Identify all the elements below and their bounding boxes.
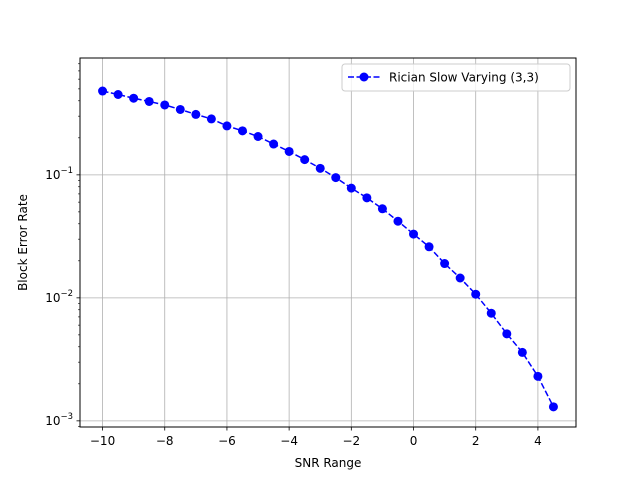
data-point	[144, 96, 154, 106]
data-point	[331, 173, 341, 183]
data-point	[455, 273, 465, 283]
data-point	[300, 155, 310, 165]
data-point	[533, 371, 543, 381]
y-tick-label-base: 10	[45, 291, 60, 305]
data-point	[160, 100, 170, 110]
data-point	[113, 90, 123, 99]
plot-area	[80, 58, 576, 427]
y-tick-label-exponent: −1	[60, 166, 73, 176]
data-point	[362, 193, 372, 203]
x-tick-label: 2	[472, 434, 480, 448]
x-tick-label: 4	[534, 434, 542, 448]
y-tick-label: 10−2	[45, 289, 73, 305]
y-tick-label: 10−1	[45, 166, 73, 182]
data-point	[98, 86, 108, 96]
legend-marker-swatch	[359, 72, 369, 82]
data-point	[548, 402, 558, 412]
y-tick-label-exponent: −3	[60, 412, 73, 422]
data-point	[191, 109, 201, 119]
grid	[80, 58, 576, 427]
y-tick-label-base: 10	[45, 168, 60, 182]
data-point	[471, 289, 481, 299]
data-point	[253, 132, 263, 141]
series-layer	[98, 86, 558, 412]
ticks: −10 −8 −6 −4 −2 0 2 410−310−210−1	[45, 63, 542, 448]
data-point	[502, 329, 512, 339]
data-point	[129, 93, 139, 103]
x-tick-label: −6	[218, 434, 236, 448]
data-point	[222, 121, 232, 131]
legend-entry-label: Rician Slow Varying (3,3)	[389, 71, 539, 85]
data-point	[315, 163, 325, 173]
y-tick-label: 10−3	[45, 412, 73, 428]
x-tick-label: −8	[156, 434, 174, 448]
y-tick-label-exponent: −2	[60, 289, 73, 299]
data-point	[424, 242, 434, 252]
x-tick-label: 0	[410, 434, 418, 448]
y-axis-label: Block Error Rate	[16, 194, 30, 291]
data-point	[393, 216, 403, 226]
data-point	[517, 347, 527, 357]
x-tick-label: −2	[342, 434, 360, 448]
legend-box	[341, 63, 571, 92]
data-point	[409, 229, 419, 239]
x-axis-label: SNR Range	[295, 456, 362, 470]
plot-frame	[79, 57, 577, 428]
data-point	[206, 114, 216, 124]
x-tick-label: −10	[90, 434, 115, 448]
data-point	[284, 146, 294, 156]
data-point	[440, 259, 450, 269]
data-point	[269, 139, 279, 149]
data-point	[237, 126, 247, 136]
x-tick-label: −4	[280, 434, 298, 448]
data-point	[346, 183, 356, 193]
data-point	[377, 204, 387, 214]
data-point	[175, 104, 185, 114]
data-point	[486, 308, 496, 318]
legend: Rician Slow Varying (3,3)	[341, 63, 571, 92]
y-tick-label-base: 10	[45, 414, 60, 428]
